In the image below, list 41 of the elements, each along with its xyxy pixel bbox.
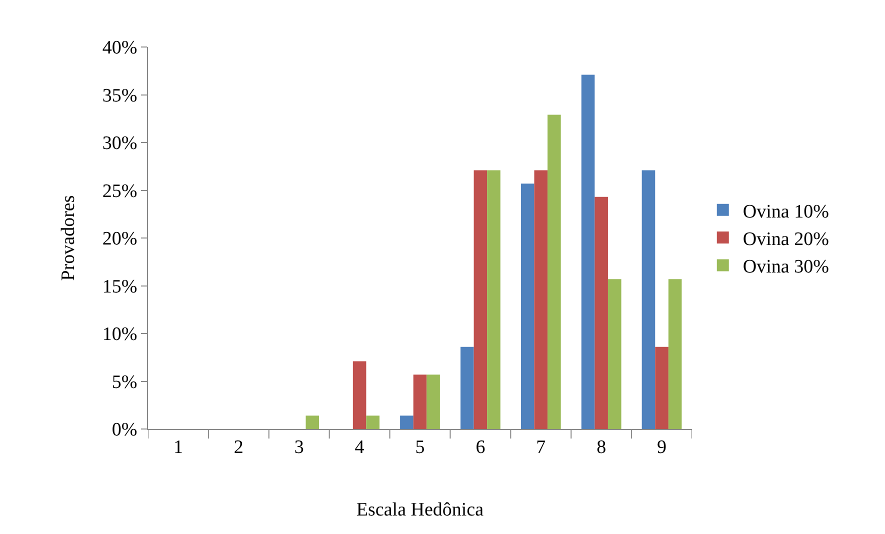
bar — [460, 346, 474, 429]
bar — [668, 279, 682, 429]
y-tick-label: 0% — [112, 420, 138, 441]
bar — [487, 170, 500, 429]
bar — [534, 170, 548, 429]
y-tick-label: 35% — [102, 85, 138, 106]
bar — [474, 170, 488, 429]
bar — [655, 346, 668, 429]
y-tick-label: 10% — [102, 324, 138, 346]
y-axis-title: Provadores — [58, 195, 80, 281]
bar — [594, 196, 608, 429]
bar — [608, 279, 622, 429]
x-axis-title: Escala Hedônica — [356, 500, 484, 521]
legend-label: Ovina 10% — [742, 201, 830, 222]
y-tick-label: 20% — [102, 228, 138, 250]
x-tick-label: 2 — [234, 436, 244, 458]
x-tick-label: 5 — [415, 436, 425, 458]
bar — [306, 416, 320, 429]
y-tick-label: 25% — [102, 180, 138, 202]
x-tick-label: 6 — [476, 436, 486, 458]
x-tick-label: 3 — [294, 436, 304, 458]
x-tick-label: 9 — [657, 436, 667, 458]
bar — [520, 184, 534, 429]
bar — [352, 361, 366, 429]
bar — [366, 416, 380, 429]
bar — [548, 114, 561, 429]
x-tick-label: 7 — [536, 436, 546, 458]
bar — [426, 374, 440, 429]
bar — [581, 74, 595, 429]
legend-label: Ovina 20% — [742, 228, 830, 250]
bar — [642, 170, 656, 429]
y-tick-label: 5% — [112, 372, 138, 393]
legend-label: Ovina 30% — [742, 256, 830, 278]
bar — [413, 374, 427, 429]
bar — [400, 416, 414, 429]
x-tick-label: 8 — [596, 436, 606, 458]
x-tick-label: 4 — [354, 436, 365, 458]
y-tick-label: 15% — [102, 276, 138, 298]
y-tick-label: 40% — [102, 38, 138, 59]
x-tick-label: 1 — [173, 436, 183, 458]
y-tick-label: 30% — [102, 133, 138, 154]
